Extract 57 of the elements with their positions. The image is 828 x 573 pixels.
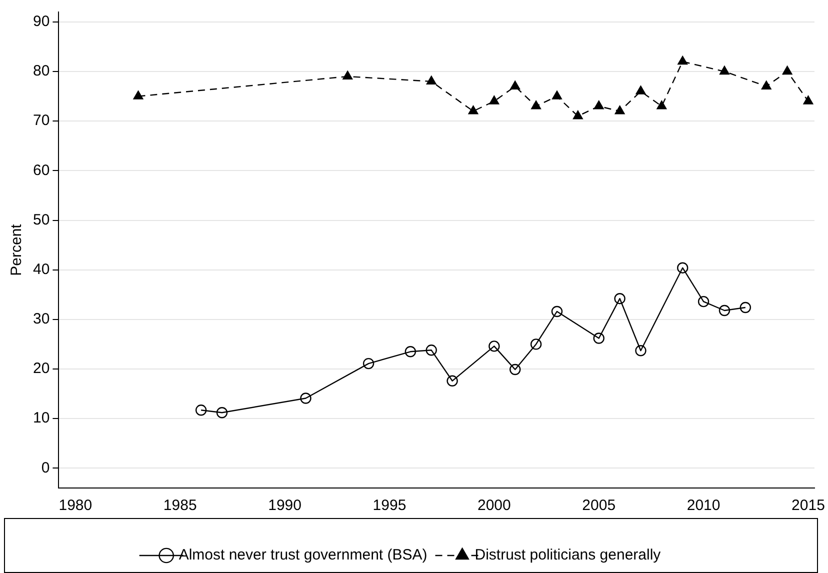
- point: [677, 262, 688, 274]
- y-tick-label: 80: [32, 62, 50, 80]
- y-axis-title: Percent: [8, 223, 26, 276]
- point: [782, 66, 792, 75]
- point: [614, 106, 625, 114]
- point: [740, 302, 752, 314]
- point: [510, 364, 521, 376]
- x-tick-label: 1980: [58, 497, 92, 514]
- x-tick-label: 2000: [477, 497, 511, 514]
- point: [718, 304, 730, 316]
- point: [720, 66, 730, 75]
- x-tick-label: 1985: [163, 497, 197, 514]
- x-tick-label: 1990: [268, 497, 302, 514]
- point: [426, 76, 436, 85]
- y-tick-label: 40: [32, 260, 50, 278]
- point: [635, 345, 646, 356]
- y-tick-label: 50: [32, 211, 50, 228]
- y-tick-label: 30: [32, 310, 50, 328]
- x-tick-label: 1995: [372, 497, 406, 514]
- x-tick-label: 2015: [792, 497, 825, 514]
- y-tick-label: 0: [41, 459, 50, 476]
- point: [133, 90, 144, 100]
- y-tick-label: 90: [32, 13, 50, 30]
- legend-label: Almost never trust government (BSA): [178, 546, 428, 564]
- point: [551, 306, 563, 318]
- point: [468, 106, 478, 114]
- point: [594, 100, 604, 110]
- point: [552, 90, 562, 100]
- point: [195, 404, 207, 416]
- y-tick-label: 10: [32, 410, 50, 427]
- point: [803, 96, 814, 104]
- point: [426, 344, 437, 356]
- x-tick-label: 2005: [582, 497, 616, 514]
- point: [510, 80, 520, 90]
- legend-label: Distrust politicians generally: [474, 546, 662, 564]
- y-tick-label: 60: [32, 162, 50, 179]
- y-tick-label: 70: [32, 112, 50, 130]
- point: [446, 375, 458, 386]
- point: [656, 100, 667, 110]
- point: [216, 407, 228, 418]
- point: [404, 346, 416, 358]
- point: [530, 338, 542, 350]
- point: [531, 100, 541, 110]
- point: [698, 296, 710, 308]
- y-tick-label: 20: [32, 360, 50, 378]
- point: [678, 56, 688, 65]
- point: [342, 70, 353, 80]
- point: [593, 332, 604, 344]
- point: [300, 392, 312, 404]
- point: [614, 292, 626, 304]
- point: [636, 86, 646, 94]
- point: [362, 358, 374, 370]
- point: [761, 80, 772, 90]
- point: [488, 340, 500, 352]
- point: [572, 110, 583, 120]
- point: [489, 96, 500, 104]
- x-tick-label: 2010: [686, 497, 720, 514]
